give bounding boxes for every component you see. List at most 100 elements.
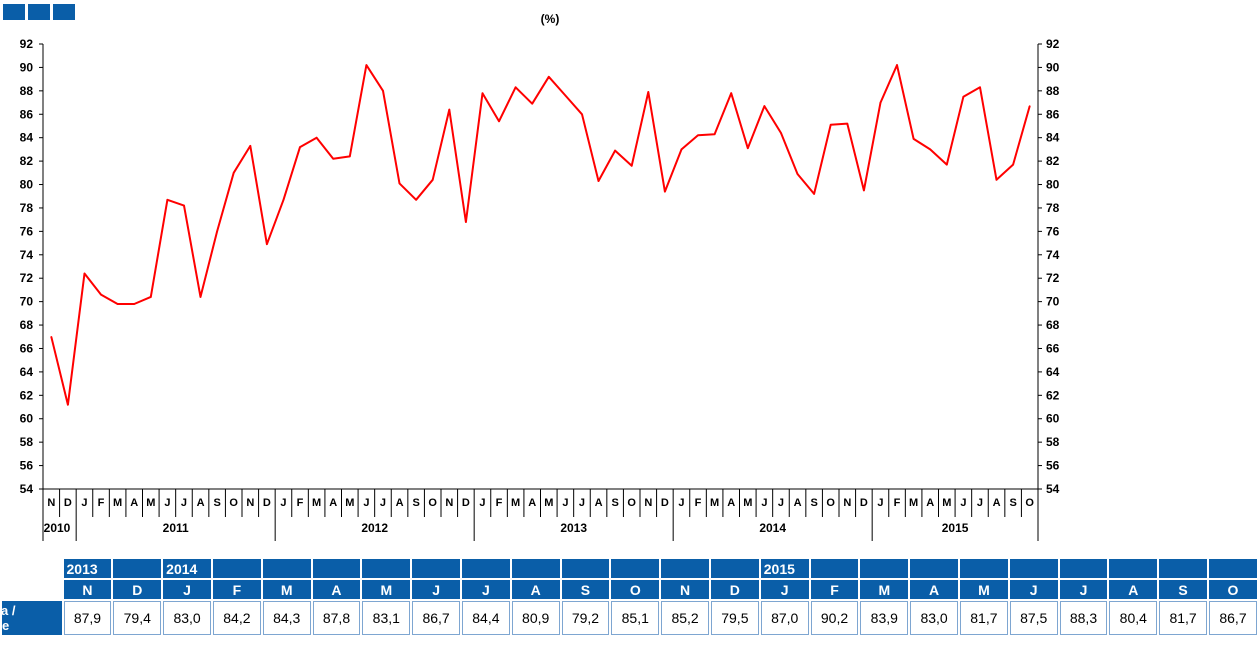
data-point xyxy=(1028,105,1031,107)
data-point xyxy=(547,75,550,78)
table-year-cell xyxy=(412,559,460,578)
y-tick-label-left: 72 xyxy=(20,271,34,285)
x-month-label: A xyxy=(197,497,205,509)
data-point xyxy=(232,172,235,174)
x-month-label: J xyxy=(380,497,386,509)
table-year-cell xyxy=(461,559,510,578)
y-tick-label-left: 74 xyxy=(20,248,34,262)
table-year-cell xyxy=(262,559,311,578)
table-year-cell xyxy=(362,559,411,578)
table-value-cell: 86,7 xyxy=(1208,601,1257,635)
table-value-cell: 90,2 xyxy=(810,601,859,635)
y-tick-label-right: 54 xyxy=(1046,482,1060,496)
y-tick-label-right: 76 xyxy=(1046,224,1060,238)
x-month-label: J xyxy=(164,497,170,509)
table-value-cell: 81,7 xyxy=(960,601,1008,635)
y-tick-label-left: 58 xyxy=(20,435,34,449)
table-year-cell xyxy=(1109,559,1158,578)
table-month-cell: D xyxy=(113,580,162,599)
data-point xyxy=(266,243,268,246)
data-point xyxy=(564,94,567,97)
y-tick-label-right: 74 xyxy=(1046,248,1060,262)
data-point xyxy=(299,146,301,148)
x-month-label: N xyxy=(246,497,254,509)
x-month-label: A xyxy=(528,497,536,509)
table-value-cell: 83,0 xyxy=(910,601,958,635)
x-month-label: D xyxy=(263,497,271,509)
table-value-cell: 83,9 xyxy=(860,601,909,635)
y-tick-label-left: 88 xyxy=(20,84,34,98)
table-year-cell xyxy=(1059,559,1108,578)
table-year-row: 2013 2014 2015 xyxy=(2,559,1257,578)
data-point xyxy=(846,122,849,125)
y-tick-label-left: 82 xyxy=(20,154,34,168)
x-month-label: S xyxy=(213,497,220,509)
legend-block xyxy=(3,4,25,20)
table-year-cell xyxy=(810,559,859,578)
x-month-label: J xyxy=(181,497,187,509)
y-tick-label-right: 70 xyxy=(1046,295,1060,309)
x-month-label: A xyxy=(993,497,1001,509)
table-value-cell: 87,0 xyxy=(760,601,809,635)
table-value-cell: 87,8 xyxy=(312,601,361,635)
data-point xyxy=(929,148,932,151)
table-month-cell: M xyxy=(262,580,311,599)
y-tick-label-right: 82 xyxy=(1046,154,1060,168)
x-month-label: M xyxy=(345,497,354,509)
data-point xyxy=(249,145,252,147)
y-tick-label-right: 60 xyxy=(1046,412,1060,426)
table-month-cell: D xyxy=(710,580,759,599)
x-year-label: 2011 xyxy=(163,521,189,535)
table-year-cell xyxy=(213,559,261,578)
data-point xyxy=(912,138,915,140)
table-year-cell xyxy=(1159,559,1207,578)
y-tick-label-left: 70 xyxy=(20,295,34,309)
data-point xyxy=(630,164,633,167)
data-point xyxy=(83,272,86,275)
x-month-label: O xyxy=(229,497,238,509)
data-point xyxy=(614,149,616,152)
y-tick-label-right: 66 xyxy=(1046,341,1060,355)
x-month-label: A xyxy=(794,497,802,509)
x-month-label: M xyxy=(942,497,951,509)
data-point xyxy=(863,189,865,192)
x-month-label: J xyxy=(761,497,767,509)
table-value-cell: 87,5 xyxy=(1009,601,1058,635)
y-tick-label-left: 64 xyxy=(20,365,34,379)
x-month-label: J xyxy=(977,497,983,509)
data-point xyxy=(166,198,169,201)
data-point xyxy=(829,124,832,126)
data-point xyxy=(514,86,517,89)
table-value-cell: 85,2 xyxy=(661,601,709,635)
x-month-label: M xyxy=(544,497,553,509)
y-tick-label-right: 78 xyxy=(1046,201,1060,215)
data-point xyxy=(746,147,749,150)
table-value-cell: 88,3 xyxy=(1059,601,1108,635)
x-month-label: J xyxy=(960,497,966,509)
table-month-cell: J xyxy=(163,580,211,599)
data-point xyxy=(50,335,53,338)
table-year-cell xyxy=(860,559,909,578)
y-tick-label-right: 58 xyxy=(1046,435,1060,449)
x-month-label: J xyxy=(778,497,784,509)
table-year-cell xyxy=(661,559,709,578)
chart-title: (%) xyxy=(541,12,560,26)
table-year-cell xyxy=(1208,559,1257,578)
x-month-label: S xyxy=(611,497,618,509)
table-month-cell: A xyxy=(312,580,361,599)
x-month-label: J xyxy=(579,497,585,509)
y-tick-label-left: 60 xyxy=(20,412,34,426)
y-tick-label-left: 86 xyxy=(20,107,34,121)
table-corner xyxy=(2,580,62,599)
table-month-cell: A xyxy=(511,580,560,599)
x-month-label: M xyxy=(146,497,155,509)
x-month-label: A xyxy=(727,497,735,509)
table-year-cell xyxy=(960,559,1008,578)
series-layer xyxy=(50,64,1031,406)
y-tick-label-right: 90 xyxy=(1046,60,1060,74)
x-month-label: O xyxy=(1025,497,1034,509)
data-point xyxy=(133,303,136,305)
y-tick-label-left: 84 xyxy=(20,131,34,145)
data-point xyxy=(896,64,898,66)
